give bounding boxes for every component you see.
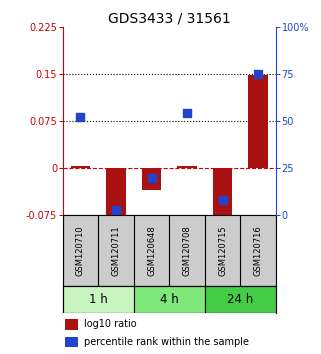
Bar bbox=[106, 168, 126, 228]
Text: percentile rank within the sample: percentile rank within the sample bbox=[84, 337, 249, 347]
Text: GSM120711: GSM120711 bbox=[111, 225, 120, 276]
Bar bbox=[63, 286, 134, 313]
Text: GSM120708: GSM120708 bbox=[183, 225, 192, 276]
Point bbox=[113, 207, 118, 213]
Bar bbox=[205, 286, 276, 313]
Text: 4 h: 4 h bbox=[160, 293, 179, 306]
Bar bbox=[213, 168, 232, 220]
Text: 1 h: 1 h bbox=[89, 293, 108, 306]
Point bbox=[149, 175, 154, 181]
Bar bbox=[134, 286, 205, 313]
Bar bbox=[248, 75, 268, 168]
Bar bbox=[177, 166, 197, 168]
Point bbox=[185, 111, 190, 116]
Point bbox=[78, 114, 83, 120]
Text: log10 ratio: log10 ratio bbox=[84, 319, 136, 329]
Text: GSM120716: GSM120716 bbox=[254, 225, 263, 276]
Bar bbox=[142, 168, 161, 190]
Bar bbox=[65, 337, 78, 347]
Text: GSM120710: GSM120710 bbox=[76, 225, 85, 276]
Title: GDS3433 / 31561: GDS3433 / 31561 bbox=[108, 11, 231, 25]
Text: 24 h: 24 h bbox=[227, 293, 254, 306]
Point bbox=[220, 198, 225, 203]
Bar bbox=[65, 319, 78, 330]
Text: GSM120715: GSM120715 bbox=[218, 225, 227, 276]
Point bbox=[256, 71, 261, 76]
Text: GSM120648: GSM120648 bbox=[147, 225, 156, 276]
Bar bbox=[71, 166, 90, 168]
